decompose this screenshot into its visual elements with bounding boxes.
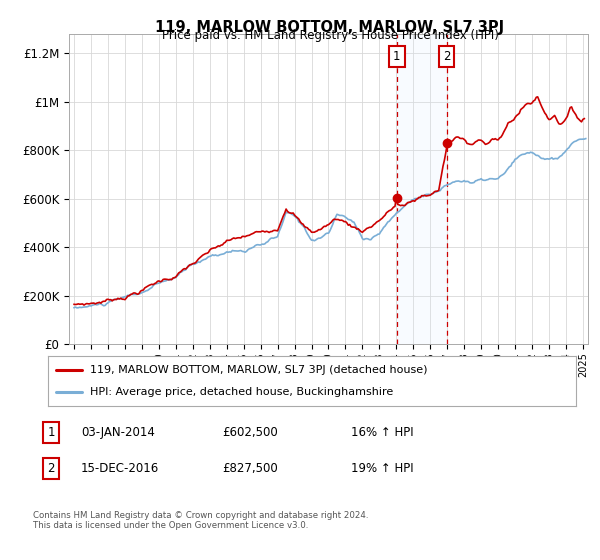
Text: Contains HM Land Registry data © Crown copyright and database right 2024.
This d: Contains HM Land Registry data © Crown c…	[33, 511, 368, 530]
Text: 16% ↑ HPI: 16% ↑ HPI	[351, 426, 413, 439]
Text: 19% ↑ HPI: 19% ↑ HPI	[351, 462, 413, 475]
Text: HPI: Average price, detached house, Buckinghamshire: HPI: Average price, detached house, Buck…	[90, 387, 394, 397]
Text: 119, MARLOW BOTTOM, MARLOW, SL7 3PJ (detached house): 119, MARLOW BOTTOM, MARLOW, SL7 3PJ (det…	[90, 365, 428, 375]
Text: 119, MARLOW BOTTOM, MARLOW, SL7 3PJ: 119, MARLOW BOTTOM, MARLOW, SL7 3PJ	[155, 20, 505, 35]
Text: 2: 2	[47, 462, 55, 475]
Bar	[397, 34, 446, 344]
Text: 1: 1	[393, 50, 401, 63]
Text: £602,500: £602,500	[222, 426, 278, 439]
Text: 15-DEC-2016: 15-DEC-2016	[81, 462, 159, 475]
Text: £827,500: £827,500	[222, 462, 278, 475]
Text: 1: 1	[47, 426, 55, 439]
Text: 03-JAN-2014: 03-JAN-2014	[81, 426, 155, 439]
Text: Price paid vs. HM Land Registry's House Price Index (HPI): Price paid vs. HM Land Registry's House …	[161, 29, 499, 42]
Text: 2: 2	[443, 50, 450, 63]
